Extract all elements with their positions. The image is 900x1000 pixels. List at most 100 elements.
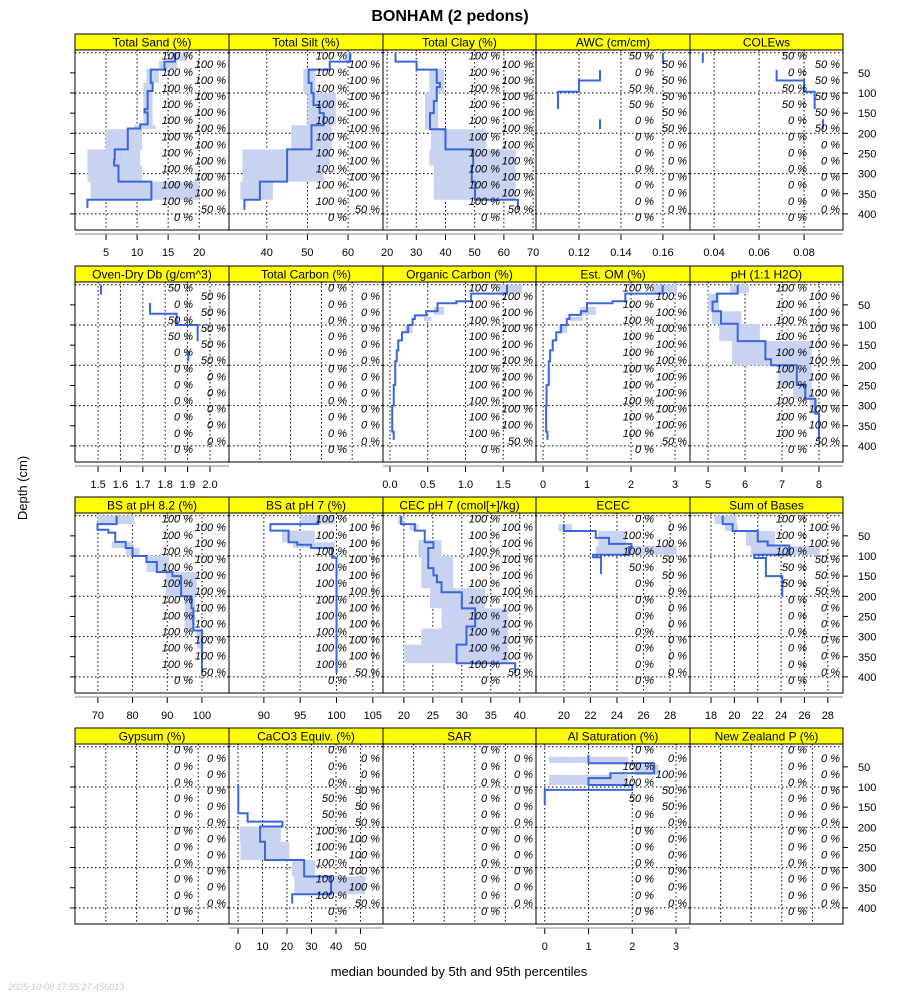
data-availability-label: 100 % [162, 67, 193, 79]
data-availability-label: 100 % [316, 131, 347, 143]
data-availability-label: 50 % [629, 51, 654, 63]
data-availability-label: 50 % [815, 75, 840, 87]
data-availability-label: 0 % [328, 444, 347, 456]
data-availability-label: 0 % [514, 866, 533, 878]
data-availability-label: 100 % [809, 291, 840, 303]
percentile-band [425, 93, 439, 130]
x-tick-label: 1 [585, 941, 591, 953]
data-availability-label: 100 % [195, 586, 226, 598]
percentile-band [569, 316, 583, 321]
data-availability-label: 0 % [328, 745, 347, 757]
x-tick-label: 20 [728, 710, 740, 722]
data-availability-label: 100 % [623, 363, 654, 375]
data-availability-label: 100 % [469, 594, 500, 606]
data-availability-label: 100 % [349, 602, 380, 614]
data-availability-label: 0 % [821, 651, 840, 663]
data-availability-label: 0 % [635, 594, 654, 606]
data-availability-label: 100 % [656, 355, 687, 367]
x-tick-label: 70 [92, 710, 104, 722]
chart-title: BONHAM (2 pedons) [371, 8, 528, 25]
median-line [243, 52, 352, 210]
data-availability-label: 50 % [662, 570, 687, 582]
data-availability-label: 100 % [776, 331, 807, 343]
x-tick-label: 95 [294, 710, 306, 722]
data-availability-label: 0 % [821, 139, 840, 151]
data-availability-label: 50 % [201, 291, 226, 303]
data-availability-label: 0 % [635, 841, 654, 853]
data-availability-label: 50 % [629, 562, 654, 574]
data-availability-label: 100 % [469, 315, 500, 327]
data-availability-label: 0 % [328, 331, 347, 343]
data-availability-label: 100 % [316, 546, 347, 558]
data-availability-label: 50 % [662, 75, 687, 87]
data-availability-label: 50 % [662, 436, 687, 448]
data-availability-label: 0 % [207, 785, 226, 797]
panel-cec-ph-7-cmol-kg: CEC pH 7 (cmol[+]/kg)100 %100 %100 %100 … [382, 496, 537, 722]
data-availability-label: 100 % [349, 155, 380, 167]
data-availability-label: 100 % [502, 139, 533, 151]
data-availability-label: 100 % [809, 538, 840, 550]
x-tick-label: 0.16 [652, 247, 673, 259]
data-availability-label: 100 % [623, 777, 654, 789]
data-availability-label: 0 % [481, 777, 500, 789]
data-availability-label: 100 % [656, 339, 687, 351]
x-tick-label: 0.12 [568, 247, 589, 259]
data-availability-label: 0 % [361, 291, 380, 303]
data-availability-label: 0 % [788, 761, 807, 773]
data-availability-label: 0 % [821, 801, 840, 813]
panel-title: CaCO3 Equiv. (%) [257, 730, 355, 744]
data-availability-label: 0 % [788, 594, 807, 606]
x-tick-label: 20 [398, 710, 410, 722]
depth-tick-label: 400 [858, 903, 876, 915]
data-availability-label: 100 % [623, 283, 654, 295]
data-availability-label: 100 % [469, 164, 500, 176]
data-availability-label: 100 % [469, 546, 500, 558]
data-availability-label: 0 % [635, 809, 654, 821]
data-availability-label: 100 % [316, 99, 347, 111]
depth-tick-label: 400 [858, 441, 876, 453]
x-tick-label: 15 [162, 247, 174, 259]
percentile-band [242, 149, 330, 166]
data-availability-label: 100 % [162, 99, 193, 111]
x-tick-label: 30 [456, 710, 468, 722]
data-availability-label: 0 % [635, 890, 654, 902]
data-availability-label: 0 % [174, 363, 193, 375]
data-availability-label: 0 % [788, 777, 807, 789]
data-availability-label: 50 % [815, 436, 840, 448]
depth-tick-label: 200 [858, 591, 876, 603]
data-availability-label: 0 % [361, 371, 380, 383]
x-tick-label: 0 [542, 941, 548, 953]
panels: Total Sand (%)100 %100 %100 %100 %100 %1… [70, 33, 876, 953]
data-availability-label: 100 % [349, 866, 380, 878]
depth-tick-label: 300 [858, 863, 876, 875]
data-availability-label: 50 % [815, 107, 840, 119]
data-availability-label: 0 % [788, 809, 807, 821]
data-availability-label: 100 % [349, 833, 380, 845]
data-availability-label: 0 % [514, 769, 533, 781]
data-availability-label: 0 % [788, 890, 807, 902]
x-tick-label: 100 [327, 710, 345, 722]
data-availability-label: 100 % [469, 627, 500, 639]
data-availability-label: 0 % [635, 164, 654, 176]
data-availability-label: 0 % [174, 347, 193, 359]
panel-title: Total Sand (%) [113, 36, 192, 50]
percentile-band [307, 93, 336, 126]
data-availability-label: 100 % [162, 627, 193, 639]
data-availability-label: 100 % [316, 51, 347, 63]
panel-title: CEC pH 7 (cmol[+]/kg) [399, 499, 519, 513]
data-availability-label: 0 % [788, 131, 807, 143]
data-availability-label: 0 % [481, 841, 500, 853]
data-availability-label: 100 % [776, 315, 807, 327]
depth-tick-label: 100 [858, 320, 876, 332]
data-availability-label: 0 % [361, 769, 380, 781]
depth-tick-label: 400 [858, 209, 876, 221]
data-availability-label: 100 % [316, 115, 347, 127]
data-availability-label: 100 % [809, 420, 840, 432]
x-tick-label: 28 [822, 710, 834, 722]
panel-gypsum: Gypsum (%)0 %0 %0 %0 %0 %0 %0 %0 %0 %0 %… [70, 727, 230, 925]
panel-total-clay: Total Clay (%)100 %100 %100 %100 %100 %1… [381, 33, 539, 259]
data-availability-label: 0 % [328, 428, 347, 440]
data-availability-label: 100 % [316, 83, 347, 95]
data-availability-label: 0 % [668, 753, 687, 765]
data-availability-label: 100 % [162, 164, 193, 176]
